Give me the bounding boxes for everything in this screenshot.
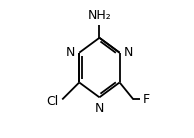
Text: N: N [124, 46, 133, 59]
Text: N: N [95, 102, 104, 115]
Text: N: N [66, 46, 75, 59]
Text: Cl: Cl [46, 95, 58, 108]
Text: NH₂: NH₂ [87, 9, 111, 22]
Text: F: F [143, 93, 150, 106]
